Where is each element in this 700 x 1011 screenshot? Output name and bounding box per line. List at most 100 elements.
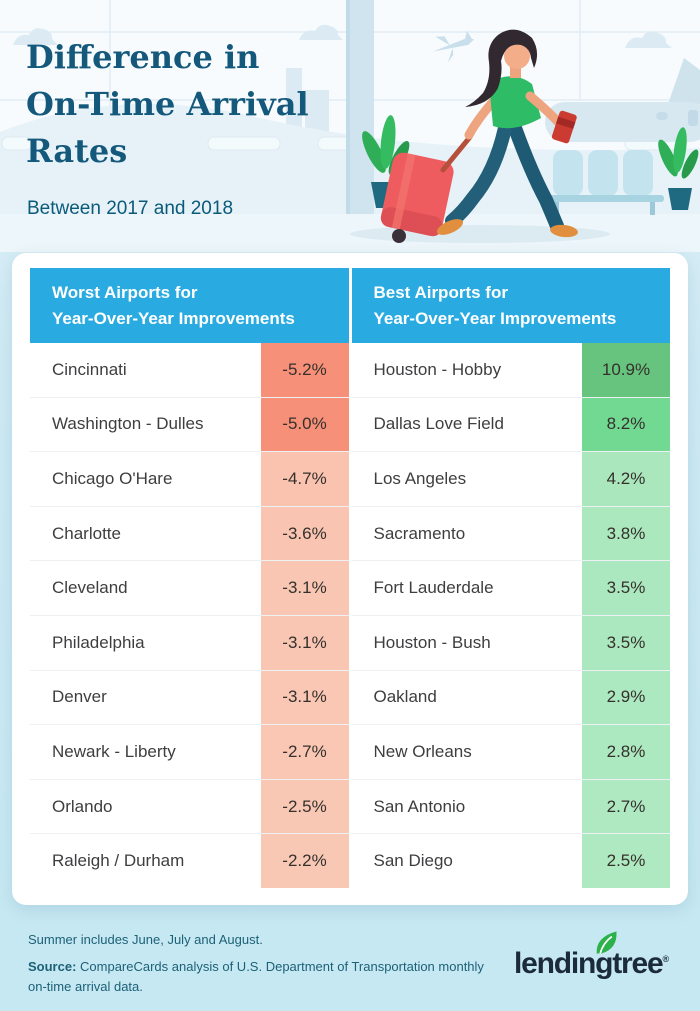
airport-name-cell: San Antonio bbox=[373, 796, 466, 816]
traveler-neck bbox=[510, 64, 521, 78]
airport-name-cell: Chicago O'Hare bbox=[52, 468, 173, 488]
title-line-3: Rates bbox=[26, 132, 128, 170]
value-cell: -3.1% bbox=[260, 670, 349, 725]
source-label: Source: bbox=[28, 959, 77, 975]
value-cell: 10.9% bbox=[582, 343, 670, 397]
value-cell: -3.6% bbox=[260, 506, 349, 561]
value-cell: 8.2% bbox=[582, 397, 670, 452]
value-cell: 4.2% bbox=[582, 452, 670, 506]
table-row: Houston - Bush 3.5% bbox=[351, 614, 670, 670]
airport-name-cell: Cleveland bbox=[52, 578, 128, 598]
traveler-torso bbox=[489, 76, 541, 129]
value-cell: -3.1% bbox=[260, 615, 349, 670]
logo-wordmark: lendingtree® bbox=[514, 947, 669, 981]
table-row: Chicago O'Hare -4.7% bbox=[30, 451, 349, 506]
airport-name-cell: Houston - Bush bbox=[373, 632, 491, 652]
clouds bbox=[13, 24, 672, 48]
airport-name-cell: Los Angeles bbox=[373, 468, 467, 488]
table-row: Cincinnati -5.2% bbox=[30, 343, 349, 397]
suitcase-wheel bbox=[392, 229, 406, 243]
logo-text: lendingtree bbox=[514, 947, 664, 980]
waiting-bench bbox=[546, 150, 664, 215]
airport-name-cell: Denver bbox=[52, 687, 107, 707]
best-airports-table: Best Airports for Year-Over-Year Improve… bbox=[351, 268, 670, 888]
worst-table-header-line-2: Year-Over-Year Improvements bbox=[52, 309, 295, 328]
airport-name-cell: Orlando bbox=[52, 796, 113, 816]
value-cell: 2.5% bbox=[582, 834, 670, 888]
table-row: Cleveland -3.1% bbox=[30, 560, 349, 615]
value-cell: -2.5% bbox=[260, 779, 349, 834]
table-row: San Diego 2.5% bbox=[351, 833, 670, 888]
table-row: Houston - Hobby 10.9% bbox=[352, 343, 670, 397]
traveler-hair bbox=[465, 29, 538, 107]
table-row: Fort Lauderdale 3.5% bbox=[351, 560, 670, 615]
value-cell: -4.7% bbox=[260, 452, 349, 506]
worst-table-header: Worst Airports for Year-Over-Year Improv… bbox=[30, 268, 349, 343]
header-illustration: Difference in On-Time Arrival Rates Betw… bbox=[0, 0, 700, 252]
source-text: CompareCards analysis of U.S. Department… bbox=[28, 959, 484, 995]
ticket bbox=[551, 110, 577, 144]
table-row: Newark - Liberty -2.7% bbox=[30, 724, 349, 779]
worst-airports-table: Worst Airports for Year-Over-Year Improv… bbox=[30, 268, 349, 888]
airport-scene-illustration bbox=[0, 0, 700, 252]
footer: Summer includes June, July and August. S… bbox=[0, 905, 700, 1011]
page-title: Difference in On-Time Arrival Rates bbox=[26, 34, 366, 175]
window-column bbox=[346, 0, 374, 252]
value-cell: -2.2% bbox=[260, 834, 349, 888]
table-row: Oakland 2.9% bbox=[351, 669, 670, 725]
best-table-header: Best Airports for Year-Over-Year Improve… bbox=[351, 268, 670, 343]
value-cell: 3.5% bbox=[582, 615, 670, 670]
worst-table-body: Cincinnati -5.2% Washington - Dulles -5.0% C… bbox=[30, 343, 349, 888]
traveler-back-shoe bbox=[550, 224, 578, 238]
airport-name-cell: Philadelphia bbox=[52, 632, 145, 652]
source-note: Source: CompareCards analysis of U.S. De… bbox=[28, 957, 498, 997]
value-cell: 2.7% bbox=[582, 779, 670, 834]
page-subtitle: Between 2017 and 2018 bbox=[27, 198, 234, 219]
title-line-2: On-Time Arrival bbox=[26, 85, 309, 123]
table-row: San Antonio 2.7% bbox=[351, 778, 670, 834]
parked-airplane bbox=[545, 58, 700, 142]
table-row: Raleigh / Durham -2.2% bbox=[30, 833, 349, 888]
traveler-front-leg bbox=[445, 121, 512, 228]
airport-name-cell: Newark - Liberty bbox=[52, 741, 176, 761]
airport-name-cell: New Orleans bbox=[373, 741, 472, 761]
leaf-icon bbox=[596, 931, 617, 954]
airport-name-cell: Houston - Hobby bbox=[373, 359, 502, 379]
table-row: Los Angeles 4.2% bbox=[351, 451, 670, 506]
table-row: Philadelphia -3.1% bbox=[30, 614, 349, 670]
suitcase-handle bbox=[440, 134, 473, 173]
traveler bbox=[436, 29, 578, 238]
value-cell: 3.8% bbox=[582, 506, 670, 561]
airport-name-cell: San Diego bbox=[373, 851, 453, 871]
worst-table-header-line-1: Worst Airports for bbox=[52, 283, 198, 302]
value-cell: 2.8% bbox=[582, 725, 670, 779]
value-cell: -2.7% bbox=[260, 725, 349, 779]
best-table-header-line-1: Best Airports for bbox=[373, 283, 508, 302]
airport-name-cell: Cincinnati bbox=[52, 359, 127, 379]
airport-name-cell: Dallas Love Field bbox=[373, 414, 504, 434]
best-table-body: Houston - Hobby 10.9% Dallas Love Field 8.2… bbox=[351, 343, 670, 888]
airport-name-cell: Charlotte bbox=[52, 523, 121, 543]
table-row: Denver -3.1% bbox=[30, 669, 349, 725]
airplane-icon bbox=[432, 30, 475, 63]
table-row: Charlotte -3.6% bbox=[30, 505, 349, 561]
airport-name-cell: Fort Lauderdale bbox=[373, 578, 494, 598]
lendingtree-logo: lendingtree® bbox=[514, 931, 684, 991]
data-card: Worst Airports for Year-Over-Year Improv… bbox=[12, 253, 688, 905]
table-row: Dallas Love Field 8.2% bbox=[351, 396, 670, 452]
value-cell: -5.2% bbox=[260, 343, 349, 397]
table-row: New Orleans 2.8% bbox=[351, 724, 670, 779]
traveler-head bbox=[504, 43, 530, 69]
table-row: Orlando -2.5% bbox=[30, 778, 349, 834]
best-table-header-line-2: Year-Over-Year Improvements bbox=[373, 309, 617, 328]
table-row: Washington - Dulles -5.0% bbox=[30, 396, 349, 452]
table-row: Sacramento 3.8% bbox=[351, 505, 670, 561]
footnotes: Summer includes June, July and August. S… bbox=[28, 930, 498, 997]
value-cell: 3.5% bbox=[582, 561, 670, 615]
traveler-back-leg bbox=[508, 121, 564, 233]
airport-name-cell: Raleigh / Durham bbox=[52, 851, 185, 871]
title-line-1: Difference in bbox=[26, 38, 260, 76]
logo-registered-mark: ® bbox=[662, 954, 670, 964]
airport-name-cell: Oakland bbox=[373, 687, 437, 707]
